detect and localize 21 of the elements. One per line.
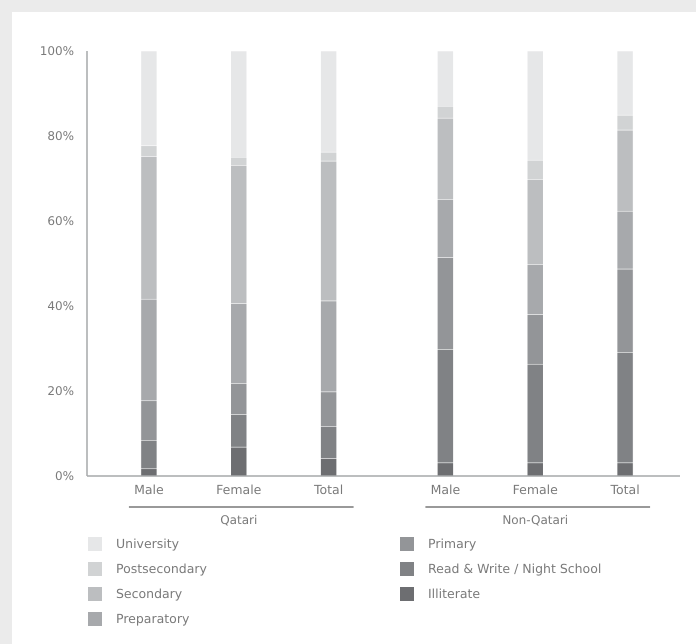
legend-label: University: [116, 536, 180, 551]
x-tick-label: Total: [609, 482, 640, 497]
legend-label: Postsecondary: [116, 561, 208, 576]
text: Non-Qatari: [502, 513, 568, 527]
legend-label: Preparatory: [116, 611, 190, 626]
legend-label: Read & Write / Night School: [428, 561, 602, 576]
y-tick-label: 100%: [40, 44, 74, 58]
x-tick-label: Total: [313, 482, 344, 497]
x-tick-label: Male: [430, 482, 461, 497]
y-tick-label: 40%: [47, 299, 74, 313]
x-tick-label: Female: [216, 482, 262, 497]
legend-label: Illiterate: [428, 586, 480, 601]
x-tick-label: Female: [512, 482, 558, 497]
legend-label: Secondary: [116, 586, 183, 601]
y-tick-label: 80%: [47, 129, 74, 143]
text: Qatari: [220, 513, 258, 527]
y-tick-label: 0%: [54, 469, 74, 483]
legend-label: Primary: [428, 536, 477, 551]
y-tick-label: 20%: [47, 384, 74, 398]
y-tick-label: 60%: [47, 214, 74, 228]
x-tick-label: Male: [134, 482, 164, 497]
